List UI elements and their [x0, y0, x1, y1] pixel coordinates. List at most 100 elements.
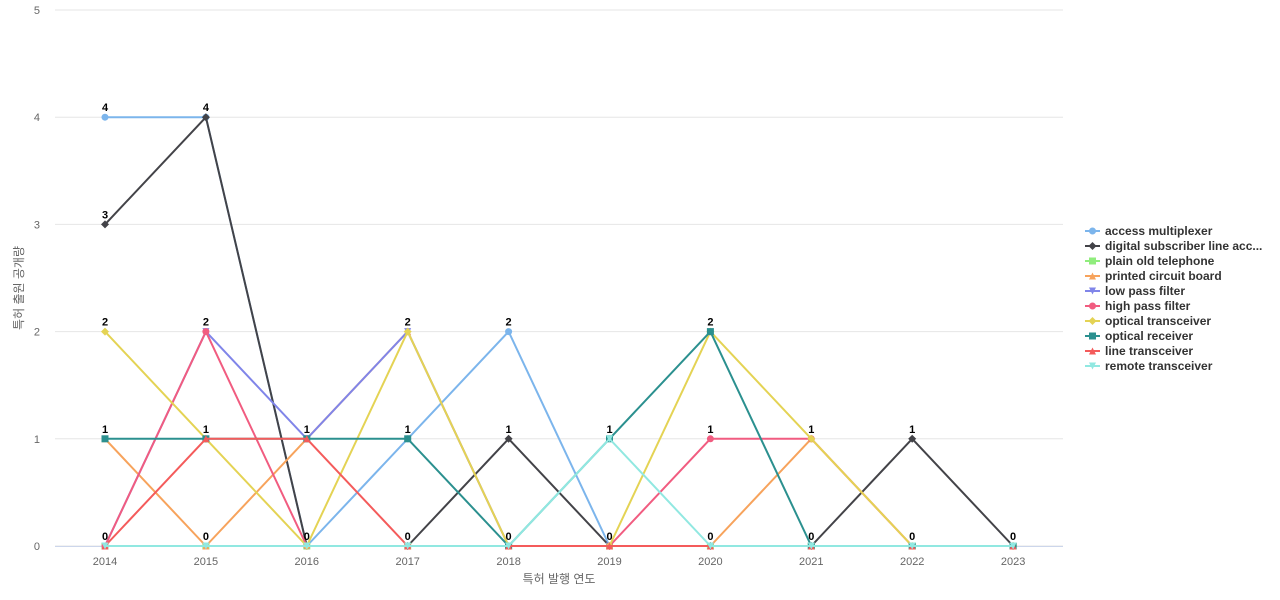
y-tick-label: 4: [34, 112, 40, 124]
data-point: [303, 435, 311, 443]
legend-marker: [1089, 257, 1096, 265]
data-point: [606, 542, 613, 550]
x-tick-label: 2014: [93, 556, 117, 568]
data-point: [505, 542, 513, 550]
data-label: 4: [102, 102, 109, 114]
data-point: [101, 542, 109, 550]
data-point: [908, 434, 917, 443]
legend-item[interactable]: digital subscriber line acc...: [1085, 239, 1262, 253]
data-label: 1: [909, 424, 915, 436]
legend-item[interactable]: optical receiver: [1085, 329, 1193, 343]
legend-marker: [1089, 332, 1096, 340]
legend-label: printed circuit board: [1105, 269, 1222, 283]
data-point: [505, 328, 513, 336]
legend-label: optical receiver: [1105, 329, 1193, 343]
legend-marker: [1088, 242, 1097, 250]
data-point: [1009, 542, 1017, 550]
legend-label: plain old telephone: [1105, 254, 1215, 268]
x-axis-ticks: 2014 2015 2016 2017 2018 2019 2020 2021 2022 2023: [93, 556, 1026, 568]
legend-item[interactable]: low pass filter: [1085, 284, 1185, 298]
data-point: [101, 327, 109, 336]
data-label: 0: [203, 531, 209, 543]
grid: [55, 9, 1063, 547]
legend-label: digital subscriber line acc...: [1105, 239, 1262, 253]
legend-marker: [1089, 272, 1096, 280]
y-tick-label: 1: [34, 434, 40, 446]
series-line: [104, 437, 1015, 547]
x-tick-label: 2023: [1001, 556, 1025, 568]
y-tick-label: 5: [34, 5, 40, 17]
data-point: [202, 435, 210, 443]
data-label: 0: [707, 531, 713, 543]
x-tick-label: 2019: [597, 556, 621, 568]
data-label: 1: [606, 424, 612, 436]
data-label: 1: [405, 424, 411, 436]
y-tick-label: 0: [34, 541, 40, 553]
data-label: 0: [606, 531, 612, 543]
data-point: [404, 542, 412, 550]
legend-marker: [1089, 347, 1096, 355]
legend-marker: [1088, 317, 1097, 325]
data-point: [404, 435, 412, 443]
data-label: 1: [304, 424, 310, 436]
legend-marker: [1089, 287, 1096, 295]
legend-item[interactable]: line transceiver: [1085, 344, 1193, 358]
legend-label: low pass filter: [1105, 284, 1185, 298]
data-label: 0: [102, 531, 108, 543]
series-remote-transceiver: [101, 435, 1017, 550]
data-label: 2: [203, 317, 209, 329]
data-point: [101, 113, 109, 121]
data-point: [303, 542, 311, 550]
data-point: [202, 542, 210, 550]
data-label: 0: [1010, 531, 1016, 543]
x-tick-label: 2017: [395, 556, 419, 568]
y-tick-label: 3: [34, 219, 40, 231]
data-point: [706, 542, 714, 550]
data-label: 0: [405, 531, 411, 543]
legend-item[interactable]: optical transceiver: [1085, 314, 1211, 328]
data-point: [201, 113, 210, 122]
legend-item[interactable]: high pass filter: [1085, 299, 1191, 313]
legend-marker: [1089, 302, 1096, 310]
data-label: 2: [405, 317, 411, 329]
y-axis-title: 특허 출원 공개량: [12, 246, 26, 330]
x-axis-title: 특허 발행 연도: [523, 571, 596, 586]
data-label: 2: [506, 317, 512, 329]
y-axis-ticks: 0 1 2 3 4 5: [34, 5, 40, 553]
data-label: 0: [808, 531, 814, 543]
x-tick-label: 2015: [194, 556, 218, 568]
legend-item[interactable]: plain old telephone: [1085, 254, 1215, 268]
x-tick-label: 2018: [496, 556, 520, 568]
x-tick-label: 2021: [799, 556, 823, 568]
data-point: [807, 542, 815, 550]
legend-marker: [1089, 362, 1096, 370]
data-label: 3: [102, 209, 108, 221]
data-label: 1: [506, 424, 512, 436]
data-point: [202, 328, 210, 336]
data-label: 2: [102, 317, 108, 329]
data-label: 2: [707, 317, 713, 329]
y-tick-label: 2: [34, 327, 40, 339]
legend-item[interactable]: remote transceiver: [1085, 359, 1213, 373]
data-label: 0: [304, 531, 310, 543]
data-label: 1: [707, 424, 713, 436]
data-labels: 4 3 2 1 0 4 2 1 0 1 0 2 1 0 2 1 0 1 0 2 1 0 1 0 1 0 0: [102, 102, 1016, 543]
legend-marker: [1089, 227, 1096, 235]
data-label: 1: [102, 424, 108, 436]
x-tick-label: 2020: [698, 556, 722, 568]
data-point: [403, 327, 412, 336]
data-point: [101, 435, 109, 443]
legend-item[interactable]: access multiplexer: [1085, 224, 1213, 238]
data-point: [606, 435, 613, 443]
legend-label: high pass filter: [1105, 299, 1191, 313]
data-point: [908, 542, 916, 550]
x-tick-label: 2016: [295, 556, 319, 568]
data-point: [706, 328, 714, 336]
legend-label: access multiplexer: [1105, 224, 1213, 238]
legend-item[interactable]: printed circuit board: [1085, 269, 1222, 283]
x-tick-label: 2022: [900, 556, 924, 568]
legend-label: line transceiver: [1105, 344, 1193, 358]
data-label: 0: [909, 531, 915, 543]
